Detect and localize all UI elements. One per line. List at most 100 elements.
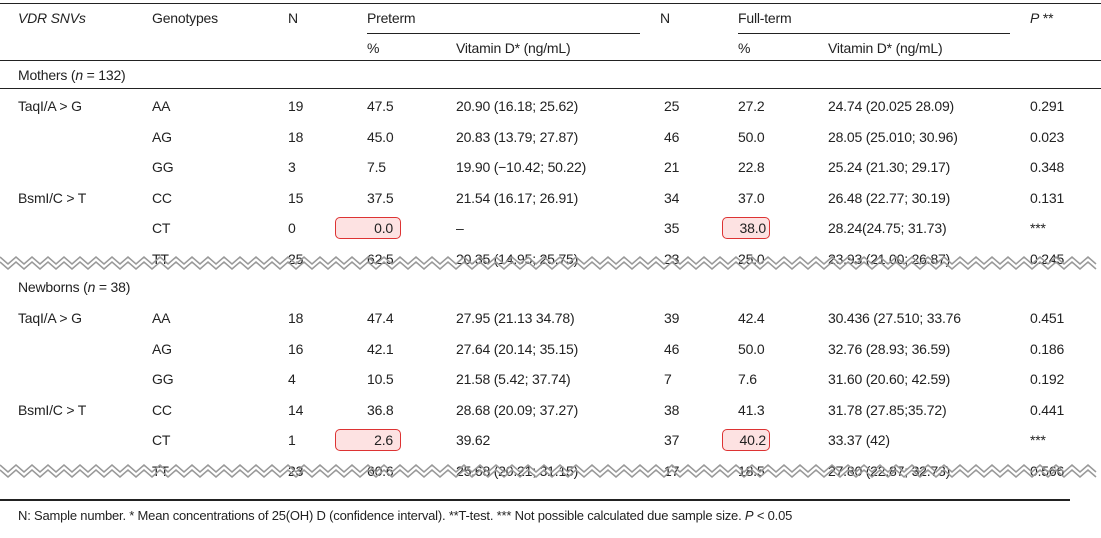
cell-n-full: 46 <box>664 340 680 357</box>
cell-genotype: CT <box>152 220 171 236</box>
cell-vit-full: 26.48 (22.77; 30.19) <box>828 189 951 206</box>
cell-pct-pre: 42.1 <box>367 340 394 357</box>
header-preterm: Preterm <box>367 10 416 26</box>
cell-pct-full: 27.2 <box>738 98 765 114</box>
cell-vit-pre: 21.58 (5.42; 37.74) <box>456 371 571 387</box>
cell-p: 0.192 <box>1030 371 1065 387</box>
cell-n-full: 37 <box>664 432 680 448</box>
cell-vit-pre: 20.90 (16.18; 25.62) <box>456 98 579 114</box>
cell-vit-pre: 27.64 (20.14; 35.15) <box>456 340 579 357</box>
cell-p: 0.131 <box>1030 189 1065 206</box>
cell-pct-full: 38.0 <box>739 220 767 236</box>
cell-snv: BsmI/C > T <box>18 401 87 418</box>
cell-pct-pre: 37.5 <box>367 189 394 206</box>
cell-vit-full: 32.76 (28.93; 36.59) <box>828 340 951 357</box>
cell-vit-pre: 39.62 <box>456 432 491 448</box>
cell-genotype: GG <box>152 371 174 387</box>
cell-vit-full: 31.60 (20.60; 42.59) <box>828 371 951 387</box>
cell-pct-full: 37.0 <box>738 189 765 206</box>
cell-genotype: CT <box>152 432 171 448</box>
cell-n-pre: 3 <box>288 159 296 175</box>
cell-genotype: CC <box>152 401 172 418</box>
cell-pct-full: 41.3 <box>738 401 765 418</box>
cell-n-full: 34 <box>664 189 680 206</box>
cell-p: 0.023 <box>1030 128 1065 145</box>
cell-n-full: 38 <box>664 401 680 418</box>
cell-genotype: GG <box>152 159 174 175</box>
cell-pct-pre: 45.0 <box>367 128 394 145</box>
cell-pct-full: 22.8 <box>738 159 765 175</box>
cell-vit-full: 33.37 (42) <box>828 432 890 448</box>
cell-vit-full: 24.74 (20.025 28.09) <box>828 98 954 114</box>
cell-pct-pre: 0.0 <box>374 220 393 236</box>
cell-pct-full: 42.4 <box>738 310 765 326</box>
cell-vit-full: 30.436 (27.510; 33.76 <box>828 310 961 326</box>
cell-n-pre: 19 <box>288 98 304 114</box>
cell-vit-full: 25.24 (21.30; 29.17) <box>828 159 951 175</box>
header-vitd-fullterm: Vitamin D* (ng/mL) <box>828 40 943 56</box>
header-vitd-preterm: Vitamin D* (ng/mL) <box>456 40 571 56</box>
cell-vit-pre: 19.90 (−10.42; 50.22) <box>456 159 587 175</box>
cell-n-pre: 14 <box>288 401 304 418</box>
cell-n-full: 25 <box>664 98 680 114</box>
fullterm-rule <box>738 33 1010 34</box>
cell-pct-pre: 47.5 <box>367 98 394 114</box>
header-pct-preterm: % <box>367 40 380 56</box>
header-n-fullterm: N <box>660 10 670 26</box>
cell-genotype: AG <box>152 340 172 357</box>
cell-n-pre: 1 <box>288 432 296 448</box>
cell-pct-full: 50.0 <box>738 128 765 145</box>
cell-vit-full: 28.24(24.75; 31.73) <box>828 220 947 236</box>
bottom-rule <box>0 499 1070 501</box>
highlight-box <box>722 217 770 239</box>
footnote: N: Sample number. * Mean concentrations … <box>18 508 793 523</box>
cell-n-full: 39 <box>664 310 680 326</box>
header-n-preterm: N <box>288 10 298 26</box>
cell-pct-pre: 7.5 <box>367 159 386 175</box>
cell-p: *** <box>1030 432 1046 448</box>
cell-p: 0.451 <box>1030 310 1065 326</box>
cell-vit-pre: 21.54 (16.17; 26.91) <box>456 189 579 206</box>
cell-p: 0.348 <box>1030 159 1065 175</box>
header-rule <box>0 60 1101 61</box>
cell-vit-full: 28.05 (25.010; 30.96) <box>828 128 958 145</box>
cell-p: 0.441 <box>1030 401 1065 418</box>
cell-n-pre: 15 <box>288 189 304 206</box>
cell-n-pre: 18 <box>288 310 304 326</box>
cell-pct-pre: 2.6 <box>374 432 393 448</box>
cell-n-full: 35 <box>664 220 680 236</box>
highlight-box <box>335 217 401 239</box>
cell-pct-full: 7.6 <box>738 371 757 387</box>
cell-vit-pre: – <box>456 220 464 236</box>
header-pct-fullterm: % <box>738 40 751 56</box>
cell-genotype: AA <box>152 310 171 326</box>
cell-n-full: 23 <box>664 250 680 267</box>
group-label: Mothers (n = 132) <box>18 67 126 83</box>
cell-genotype: CC <box>152 189 172 206</box>
cell-p: 0.186 <box>1030 340 1065 357</box>
header-fullterm: Full-term <box>738 10 792 26</box>
cell-pct-pre: 36.8 <box>367 401 394 418</box>
preterm-rule <box>367 33 640 34</box>
cell-n-full: 7 <box>664 371 672 387</box>
cell-p: *** <box>1030 220 1046 236</box>
cell-n-pre: 4 <box>288 371 296 387</box>
torn-edge-2 <box>0 464 1097 478</box>
cell-genotype: TT <box>152 250 169 267</box>
group-rule <box>0 88 1101 89</box>
cell-snv: TaqI/A > G <box>18 98 82 114</box>
cell-n-pre: 25 <box>288 250 304 267</box>
group-label: Newborns (n = 38) <box>18 279 131 295</box>
cell-n-full: 46 <box>664 128 680 145</box>
top-rule <box>0 3 1101 4</box>
cell-p: 0.291 <box>1030 98 1065 114</box>
header-p: P ** <box>1030 10 1053 26</box>
cell-n-pre: 16 <box>288 340 304 357</box>
header-genotypes: Genotypes <box>152 10 218 26</box>
cell-genotype: AA <box>152 98 171 114</box>
cell-vit-pre: 27.95 (21.13 34.78) <box>456 310 575 326</box>
cell-pct-pre: 10.5 <box>367 371 394 387</box>
highlight-box <box>335 429 401 451</box>
torn-edge-1 <box>0 256 1097 270</box>
